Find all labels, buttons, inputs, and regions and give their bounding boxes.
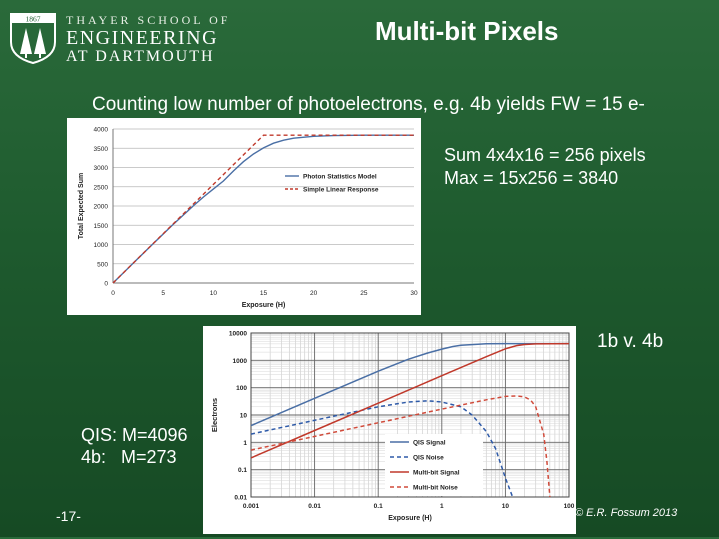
- y-tick-label: 10000: [229, 331, 247, 338]
- series-line-0: [112, 134, 414, 284]
- x-tick-label: 10: [210, 290, 218, 297]
- y-tick-label: 3500: [94, 146, 109, 153]
- school-name: THAYER SCHOOL OF ENGINEERING AT DARTMOUT…: [66, 14, 230, 65]
- y-tick-label: 0.1: [238, 467, 247, 474]
- x-axis-label: Exposure (H): [388, 515, 432, 522]
- y-tick-label: 100: [236, 385, 247, 392]
- slide-subtitle: Counting low number of photoelectrons, e…: [92, 94, 645, 115]
- school-line-2: ENGINEERING: [66, 27, 219, 49]
- sum-note: Sum 4x4x16 = 256 pixels Max = 15x256 = 3…: [444, 144, 646, 190]
- chart-linear-sum: 0 500 1000 1500 2000 2500 3000 3500 4000 0 5 10 15 20…: [67, 118, 421, 315]
- series-line-2: [251, 342, 569, 459]
- y-tick-label: 0: [104, 281, 108, 288]
- x-tick-label: 10: [502, 503, 510, 510]
- logo-year: 1867: [26, 15, 41, 24]
- x-tick-label: 0.001: [243, 503, 260, 510]
- copyright: © E.R. Fossum 2013: [575, 507, 678, 519]
- x-tick-label: 25: [360, 290, 368, 297]
- m-note: QIS: M=4096 4b: M=273: [81, 424, 188, 468]
- x-axis-label: Exposure (H): [242, 302, 286, 309]
- y-tick-label: 1000: [94, 242, 109, 249]
- school-line-3: AT DARTMOUTH: [66, 48, 215, 65]
- compare-note: 1b v. 4b: [597, 331, 664, 352]
- y-tick-label: 2000: [94, 204, 109, 211]
- series-line-3: [251, 395, 551, 497]
- sum-text: Sum 4x4x16 = 256 pixels: [444, 145, 646, 165]
- x-tick-label: 100: [564, 503, 575, 510]
- legend-box: [385, 434, 483, 496]
- legend-label: QIS Signal: [413, 440, 446, 447]
- x-tick-label: 1: [440, 503, 444, 510]
- y-tick-label: 3000: [94, 165, 109, 172]
- y-tick-label: 4000: [94, 127, 109, 134]
- x-tick-label: 0.01: [308, 503, 321, 510]
- legend-label: Multi-bit Signal: [413, 470, 460, 477]
- school-line-1: THAYER SCHOOL OF: [66, 13, 231, 27]
- y-tick-label: 2500: [94, 184, 109, 191]
- slide-title: Multi-bit Pixels: [375, 16, 559, 46]
- series-line-1: [251, 400, 514, 497]
- y-axis-label: Electrons: [210, 398, 219, 432]
- x-tick-label: 5: [161, 290, 165, 297]
- y-tick-label: 10: [240, 413, 248, 420]
- y-tick-label: 0.01: [234, 495, 247, 502]
- legend-label: Multi-bit Noise: [413, 485, 458, 492]
- chart-log-electrons: 0.001 0.01 0.1 1 10 100 0.01 0.1 1 10 100 1000 10000…: [203, 326, 576, 534]
- y-tick-label: 500: [97, 261, 108, 268]
- x-tick-label: 0: [111, 290, 115, 297]
- x-tick-label: 20: [310, 290, 318, 297]
- y-tick-label: 1: [243, 440, 247, 447]
- fourb-m-text: 4b: M=273: [81, 447, 177, 467]
- y-tick-label: 1000: [233, 358, 248, 365]
- plot-frame: [250, 332, 570, 498]
- chart-linear-svg: 0 500 1000 1500 2000 2500 3000 3500 4000 0 5 10 15 20…: [78, 127, 418, 310]
- series-line-1: [112, 134, 414, 284]
- legend-label: QIS Noise: [413, 455, 444, 462]
- x-tick-label: 30: [410, 290, 418, 297]
- page-number: -17-: [56, 508, 81, 524]
- x-tick-label: 15: [260, 290, 268, 297]
- legend-label: Photon Statistics Model: [303, 174, 377, 181]
- series-line-0: [251, 342, 569, 427]
- chart-log-svg: 0.001 0.01 0.1 1 10 1000.010.1110100100010000…: [210, 331, 575, 523]
- y-axis-label: Total Expected Sum: [78, 173, 85, 239]
- max-text: Max = 15x256 = 3840: [444, 168, 619, 188]
- legend-label: Simple Linear Response: [303, 187, 379, 194]
- y-tick-label: 1500: [94, 223, 109, 230]
- dartmouth-logo: 1867: [10, 13, 56, 64]
- x-tick-label: 0.1: [374, 503, 383, 510]
- qis-m-text: QIS: M=4096: [81, 425, 188, 445]
